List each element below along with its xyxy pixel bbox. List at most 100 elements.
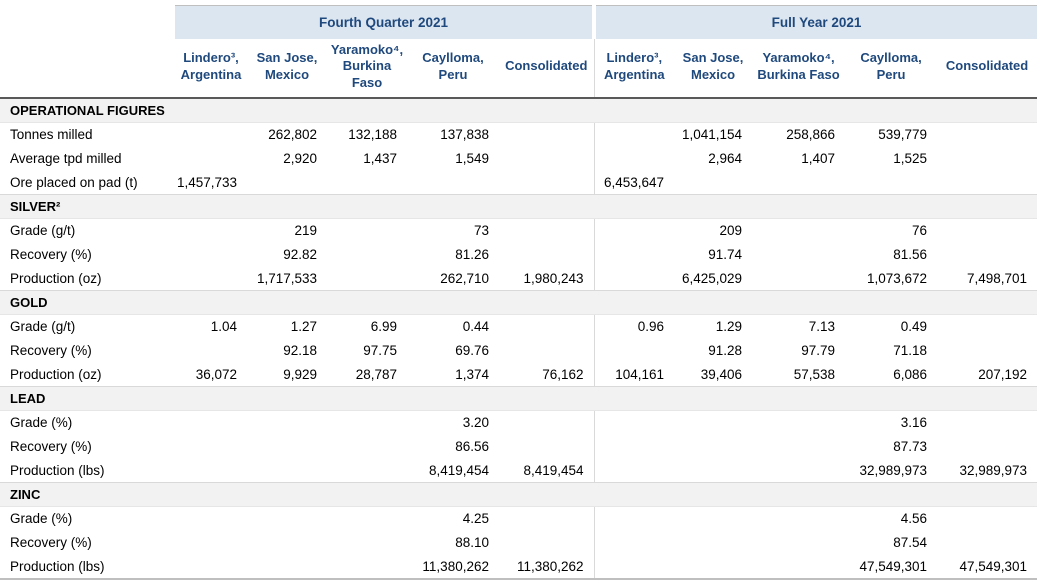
table-cell (593, 410, 675, 435)
table-cell (593, 122, 675, 147)
table-row: Recovery (%) 86.56 87.73 (0, 434, 1037, 459)
table-cell: 71.18 (893, 343, 928, 359)
table-row: Recovery (%) 88.10 87.54 (0, 530, 1037, 555)
table-cell: 207,192 (978, 366, 1028, 382)
table-cell (327, 171, 407, 195)
table-cell (752, 411, 845, 435)
row-label: Recovery (%) (10, 535, 92, 551)
table-cell: 73 (473, 223, 489, 239)
table-row: Grade (%) 3.20 3.16 (0, 410, 1037, 435)
table-cell: 7,498,701 (967, 270, 1028, 286)
section-title: SILVER² (0, 194, 1037, 220)
table-cell (327, 507, 407, 531)
table-cell (175, 147, 247, 171)
table-cell: 1,374 (455, 366, 489, 382)
table-cell (499, 531, 594, 555)
table-cell (175, 554, 247, 580)
row-label: Grade (%) (10, 511, 73, 527)
table-cell: 1,041,154 (681, 127, 743, 143)
row-label: Tonnes milled (10, 127, 93, 143)
table-cell (175, 411, 247, 435)
table-cell (327, 267, 407, 291)
section-title: ZINC (0, 482, 1037, 508)
table-cell (752, 267, 845, 291)
table-cell: 76 (912, 223, 928, 239)
table-row: Average tpd milled 2,920 1,437 1,549 2,964 1,… (0, 146, 1037, 171)
table-cell (937, 339, 1037, 363)
column-header-q4-3: Caylloma, Peru (407, 38, 499, 100)
table-cell (499, 507, 594, 531)
table-cell: 539,779 (878, 127, 928, 143)
table-cell: 81.26 (455, 247, 489, 263)
table-cell: 69.76 (455, 343, 489, 359)
table-cell (499, 219, 594, 243)
column-header-q4-4: Consolidated (499, 38, 595, 100)
period-header-row: Fourth Quarter 2021 Full Year 2021 (0, 5, 1037, 39)
table-cell (175, 123, 247, 147)
table-cell (247, 435, 327, 459)
table-cell (247, 507, 327, 531)
column-header-fy-1: San Jose, Mexico (674, 38, 753, 100)
row-label: Recovery (%) (10, 247, 92, 263)
table-cell: 92.18 (283, 343, 317, 359)
column-header-fy-2: Yaramoko⁴, Burkina Faso (752, 38, 846, 100)
table-cell (327, 243, 407, 267)
table-cell: 32,989,973 (959, 462, 1028, 478)
section-title: GOLD (0, 290, 1037, 316)
corner-cell (0, 38, 175, 100)
table-cell (499, 435, 594, 459)
table-row: Tonnes milled 262,802 132,188 137,838 1,041,… (0, 122, 1037, 147)
row-label: Ore placed on pad (t) (10, 174, 138, 190)
table-row: Grade (%) 4.25 4.56 (0, 506, 1037, 531)
row-label: Average tpd milled (10, 151, 122, 167)
table-cell (674, 554, 753, 580)
table-cell (247, 554, 327, 580)
table-cell: 88.10 (455, 535, 489, 551)
table-cell: 92.82 (283, 247, 317, 263)
table-cell (327, 459, 407, 483)
table-cell: 76,162 (542, 366, 584, 382)
table-cell: 47,549,301 (937, 554, 1037, 580)
section-title: OPERATIONAL FIGURES (0, 97, 1037, 124)
table-cell (752, 435, 845, 459)
table-cell (499, 171, 594, 195)
table-cell (593, 242, 675, 267)
table-row: Production (oz) 1,717,533 262,710 1,980,243… (0, 266, 1037, 291)
table-cell: 87.73 (893, 439, 928, 455)
production-results-table: Fourth Quarter 2021 Full Year 2021 Linde… (0, 5, 1037, 580)
table-cell (175, 219, 247, 243)
table-cell: 1,717,533 (256, 270, 317, 286)
row-label: Grade (%) (10, 415, 73, 431)
row-label: Recovery (%) (10, 343, 92, 359)
table-cell (674, 531, 752, 555)
table-cell (593, 146, 675, 171)
table-cell: 9,929 (283, 366, 317, 382)
table-cell (175, 507, 247, 531)
group-header-full-year: Full Year 2021 (592, 5, 1037, 39)
table-row: Grade (g/t) 219 73 209 76 (0, 218, 1037, 243)
table-cell: 91.74 (708, 247, 743, 263)
section-title: LEAD (0, 386, 1037, 412)
table-cell (845, 171, 937, 195)
table-cell (499, 123, 594, 147)
table-cell: 1.04 (210, 319, 237, 335)
corner-cell (0, 5, 175, 39)
table-cell (674, 459, 752, 483)
table-cell: 11,380,262 (407, 554, 499, 580)
table-cell: 7.13 (808, 319, 836, 335)
table-cell: 1,407 (801, 151, 836, 167)
table-cell: 1.27 (290, 319, 317, 335)
table-cell (593, 554, 675, 580)
table-cell: 1,073,672 (866, 270, 928, 286)
table-row: Production (lbs) 8,419,454 8,419,454 32,989… (0, 458, 1037, 483)
table-body: OPERATIONAL FIGURES Tonnes milled 262,802 1… (0, 97, 1037, 580)
table-cell: 1,549 (455, 151, 489, 167)
table-cell: 258,866 (786, 127, 836, 143)
table-row: Grade (g/t) 1.04 1.27 6.99 0.44 0.96 1.29 7.13 0… (0, 314, 1037, 339)
table-cell: 36,072 (195, 366, 237, 382)
table-cell: 2,964 (708, 151, 743, 167)
table-cell: 3.20 (462, 415, 489, 431)
row-label: Recovery (%) (10, 439, 92, 455)
table-cell (674, 411, 752, 435)
table-cell (175, 531, 247, 555)
